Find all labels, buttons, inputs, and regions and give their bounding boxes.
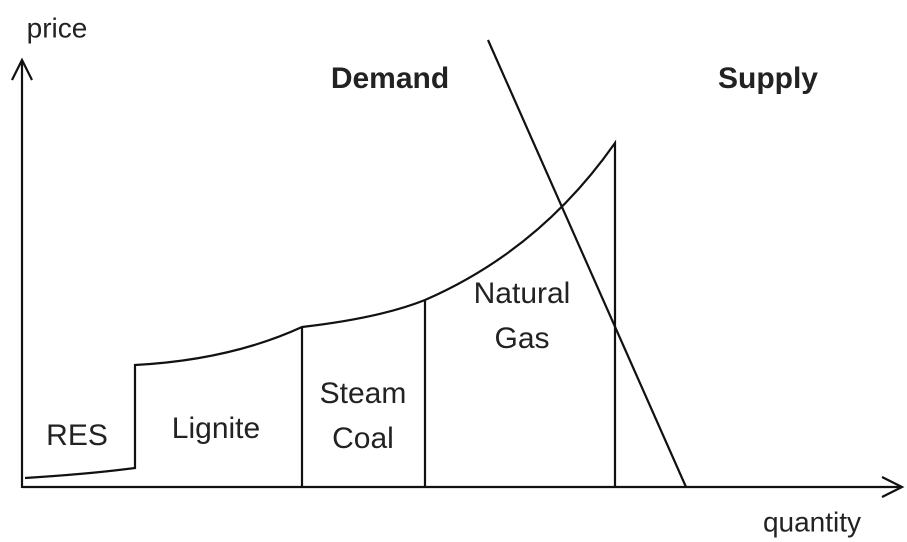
y-axis-arrow — [11, 57, 33, 81]
segment-label: Natural — [474, 277, 571, 310]
segment-label: Lignite — [172, 412, 260, 445]
supply-curve — [24, 139, 617, 487]
y-axis-label: price — [27, 12, 88, 43]
demand-line — [486, 39, 688, 488]
x-axis-label: quantity — [763, 506, 861, 537]
segment-label: RES — [46, 419, 108, 452]
demand-label: Demand — [331, 62, 449, 95]
segment-label: Steam — [320, 377, 407, 410]
segment-label: Coal — [332, 422, 394, 455]
segment-label: Gas — [494, 322, 549, 355]
supply-label: Supply — [718, 62, 818, 95]
x-axis-arrow — [881, 476, 905, 498]
